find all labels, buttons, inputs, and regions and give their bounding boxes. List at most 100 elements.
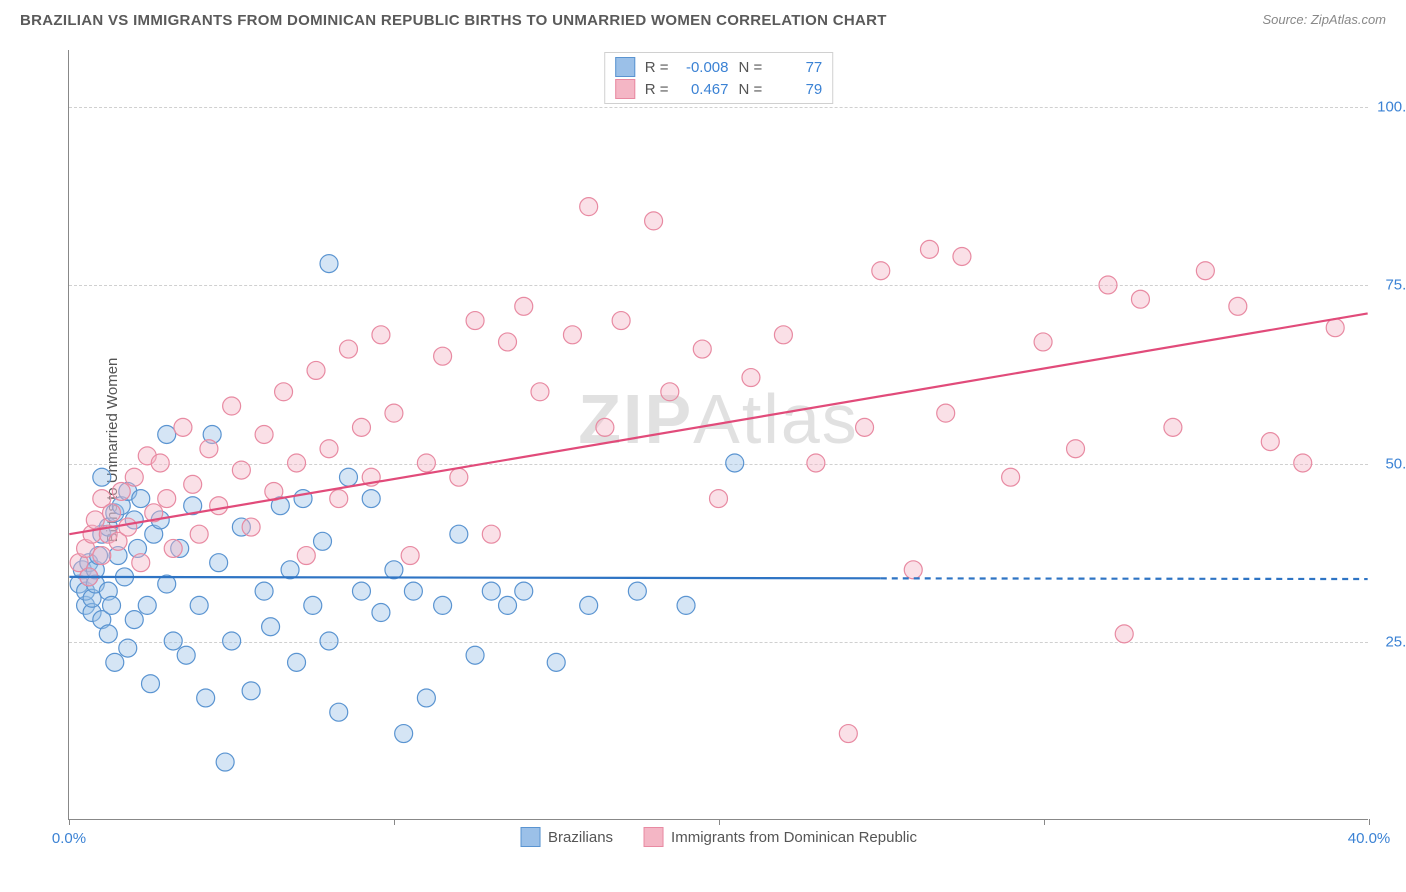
data-point xyxy=(86,511,104,529)
data-point xyxy=(304,596,322,614)
trend-line xyxy=(69,577,880,578)
data-point xyxy=(1067,440,1085,458)
data-point xyxy=(1115,625,1133,643)
data-point xyxy=(482,582,500,600)
data-point xyxy=(937,404,955,422)
data-point xyxy=(142,675,160,693)
data-point xyxy=(920,240,938,258)
data-point xyxy=(223,632,241,650)
data-point xyxy=(515,297,533,315)
data-point xyxy=(330,703,348,721)
data-point xyxy=(385,561,403,579)
data-point xyxy=(200,440,218,458)
data-point xyxy=(93,468,111,486)
data-point xyxy=(372,604,390,622)
data-point xyxy=(119,518,137,536)
data-point xyxy=(515,582,533,600)
data-point xyxy=(563,326,581,344)
x-tick xyxy=(394,819,395,825)
legend-label: Brazilians xyxy=(548,829,613,846)
data-point xyxy=(255,582,273,600)
data-point xyxy=(164,539,182,557)
legend-swatch-blue xyxy=(615,57,635,77)
data-point xyxy=(404,582,422,600)
legend-series: Brazilians Immigrants from Dominican Rep… xyxy=(520,827,917,847)
data-point xyxy=(174,418,192,436)
data-point xyxy=(596,418,614,436)
data-point xyxy=(466,646,484,664)
x-tick xyxy=(1369,819,1370,825)
data-point xyxy=(839,725,857,743)
y-tick-label: 50.0% xyxy=(1373,455,1406,472)
data-point xyxy=(661,383,679,401)
data-point xyxy=(580,596,598,614)
data-point xyxy=(103,596,121,614)
data-point xyxy=(297,547,315,565)
data-point xyxy=(1034,333,1052,351)
data-point xyxy=(1164,418,1182,436)
data-point xyxy=(417,689,435,707)
data-point xyxy=(314,532,332,550)
data-point xyxy=(856,418,874,436)
data-point xyxy=(232,461,250,479)
data-point xyxy=(807,454,825,472)
data-point xyxy=(450,525,468,543)
data-point xyxy=(742,369,760,387)
data-point xyxy=(320,632,338,650)
data-point xyxy=(1229,297,1247,315)
data-point xyxy=(352,418,370,436)
data-point xyxy=(223,397,241,415)
data-point xyxy=(132,554,150,572)
legend-item: Brazilians xyxy=(520,827,613,847)
chart-title: BRAZILIAN VS IMMIGRANTS FROM DOMINICAN R… xyxy=(20,12,887,29)
data-point xyxy=(1196,262,1214,280)
data-point xyxy=(320,440,338,458)
data-point xyxy=(953,248,971,266)
data-point xyxy=(1261,433,1279,451)
data-point xyxy=(339,340,357,358)
data-point xyxy=(482,525,500,543)
data-point xyxy=(401,547,419,565)
data-point xyxy=(210,554,228,572)
data-point xyxy=(190,596,208,614)
data-point xyxy=(190,525,208,543)
data-point xyxy=(197,689,215,707)
data-point xyxy=(255,426,273,444)
data-point xyxy=(103,504,121,522)
data-point xyxy=(1131,290,1149,308)
data-point xyxy=(499,596,517,614)
data-point xyxy=(93,547,111,565)
data-point xyxy=(385,404,403,422)
data-point xyxy=(158,426,176,444)
data-point xyxy=(262,618,280,636)
legend-stats: R = -0.008 N = 77 R = 0.467 N = 79 xyxy=(604,52,834,104)
data-point xyxy=(628,582,646,600)
chart-source: Source: ZipAtlas.com xyxy=(1262,12,1386,27)
data-point xyxy=(184,475,202,493)
data-point xyxy=(1326,319,1344,337)
data-point xyxy=(774,326,792,344)
data-point xyxy=(138,596,156,614)
data-point xyxy=(288,653,306,671)
data-point xyxy=(872,262,890,280)
legend-r-label: R = xyxy=(645,81,669,98)
legend-label: Immigrants from Dominican Republic xyxy=(671,829,917,846)
data-point xyxy=(417,454,435,472)
x-tick xyxy=(719,819,720,825)
data-point xyxy=(112,482,130,500)
data-point xyxy=(726,454,744,472)
legend-r-value-1: 0.467 xyxy=(679,81,729,98)
y-tick-label: 100.0% xyxy=(1373,99,1406,116)
data-point xyxy=(1099,276,1117,294)
legend-n-value-0: 77 xyxy=(772,59,822,76)
chart-area: Births to Unmarried Women ZIPAtlas R = -… xyxy=(30,50,1386,850)
data-point xyxy=(904,561,922,579)
data-point xyxy=(132,490,150,508)
data-point xyxy=(106,653,124,671)
data-point xyxy=(395,725,413,743)
data-point xyxy=(677,596,695,614)
plot-region: ZIPAtlas R = -0.008 N = 77 R = 0.467 N =… xyxy=(68,50,1368,820)
data-point xyxy=(281,561,299,579)
data-point xyxy=(164,632,182,650)
legend-swatch-blue xyxy=(520,827,540,847)
